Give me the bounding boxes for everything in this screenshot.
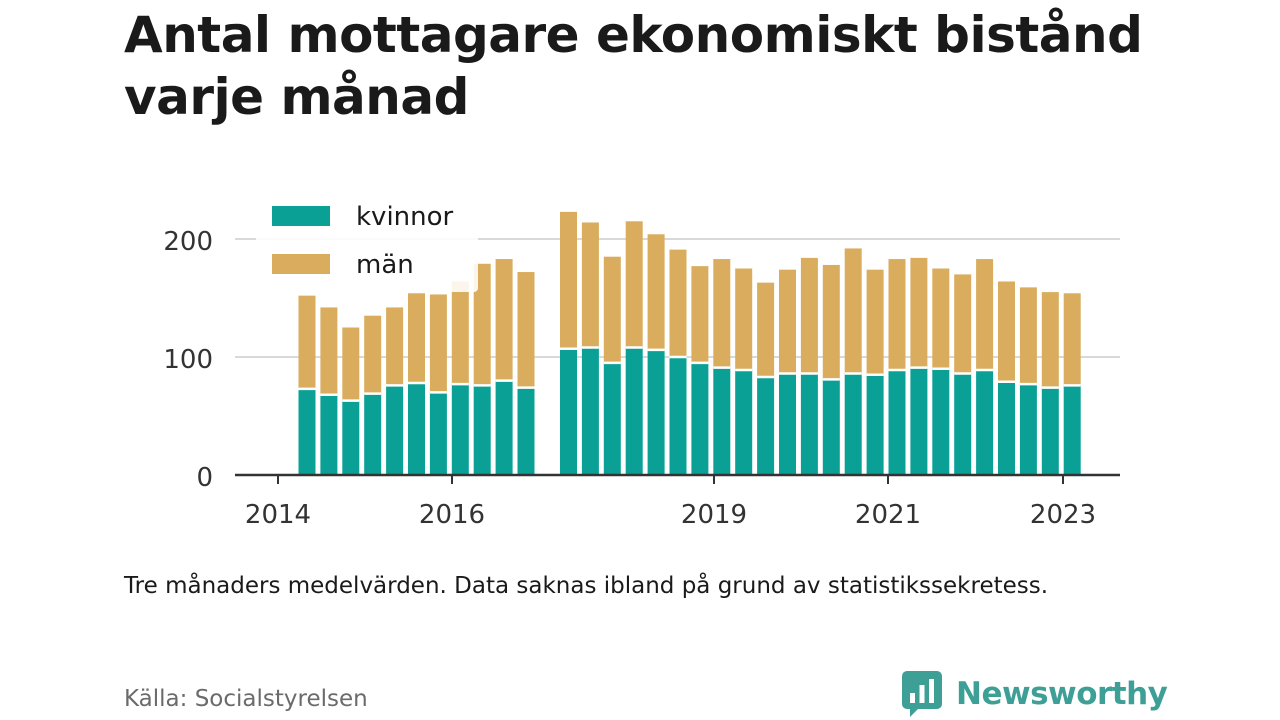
- bar-man: [1041, 292, 1059, 388]
- bar-man: [429, 294, 447, 393]
- bar-kvinnor: [364, 393, 382, 475]
- bar-kvinnor: [451, 384, 469, 475]
- bar-kvinnor: [691, 362, 709, 475]
- x-tick-label: 2014: [245, 500, 311, 530]
- legend-swatch: [272, 254, 330, 274]
- bar-man: [473, 263, 491, 386]
- bar-man: [976, 259, 994, 370]
- bar-man: [495, 259, 513, 381]
- bar-man: [800, 257, 818, 374]
- legend-swatch: [272, 206, 330, 226]
- chart-note: Tre månaders medelvärden. Data saknas ib…: [124, 573, 1049, 599]
- bar-kvinnor: [320, 394, 338, 475]
- chart-title: Antal mottagare ekonomiskt bistånd varje…: [124, 6, 1143, 126]
- x-tick-label: 2016: [419, 500, 485, 530]
- bar-kvinnor: [473, 385, 491, 475]
- brand-name: Newsworthy: [956, 676, 1168, 712]
- bar-man: [364, 315, 382, 394]
- bar-man: [669, 249, 687, 357]
- bar-man: [517, 272, 535, 388]
- legend-label: män: [356, 250, 414, 280]
- bar-man: [1063, 293, 1081, 386]
- bar-man: [560, 211, 577, 349]
- bar-man: [342, 327, 360, 401]
- x-tick-label: 2023: [1030, 500, 1096, 530]
- bar-man: [647, 234, 665, 350]
- bar-man: [298, 295, 316, 389]
- bar-kvinnor: [932, 368, 950, 475]
- bar-kvinnor: [1063, 385, 1081, 475]
- bar-kvinnor: [517, 387, 535, 475]
- bar-kvinnor: [800, 373, 818, 475]
- bar-kvinnor: [429, 392, 447, 475]
- bar-man: [735, 268, 753, 370]
- bar-kvinnor: [910, 367, 928, 475]
- source-text: Källa: Socialstyrelsen: [124, 686, 368, 712]
- bar-kvinnor: [408, 382, 425, 475]
- bar-man: [779, 269, 796, 374]
- bar-kvinnor: [647, 349, 665, 475]
- bar-man: [910, 257, 928, 368]
- bar-kvinnor: [298, 388, 316, 475]
- brand-logo[interactable]: Newsworthy: [902, 670, 1168, 718]
- bar-kvinnor: [386, 385, 404, 475]
- bar-man: [1019, 287, 1037, 385]
- bar-kvinnor: [866, 374, 884, 475]
- bar-man: [866, 269, 884, 375]
- y-tick-label: 100: [163, 345, 213, 375]
- bar-kvinnor: [888, 369, 906, 475]
- x-tick-label: 2019: [681, 500, 747, 530]
- bar-man: [757, 282, 775, 378]
- bar-kvinnor: [998, 381, 1015, 475]
- bar-kvinnor: [342, 400, 360, 475]
- bar-kvinnor: [976, 369, 994, 475]
- bar-man: [713, 259, 731, 368]
- bar-kvinnor: [603, 362, 621, 475]
- bar-man: [386, 307, 404, 386]
- bar-kvinnor: [822, 379, 840, 475]
- bar-kvinnor: [1019, 384, 1037, 475]
- bar-man: [603, 256, 621, 363]
- bar-man: [691, 266, 709, 363]
- bar-kvinnor: [735, 369, 753, 475]
- x-tick-label: 2021: [855, 500, 921, 530]
- bar-man: [408, 293, 425, 383]
- bar-kvinnor: [713, 367, 731, 475]
- newsworthy-logo-icon: [902, 671, 942, 717]
- y-tick-label: 0: [196, 463, 213, 493]
- bar-man: [844, 248, 862, 374]
- stacked-bar-chart: 0 100 200 2014 2016 2019 2021 2023 kvinnor män: [163, 202, 1120, 530]
- bar-man: [625, 221, 643, 348]
- bar-man: [320, 307, 338, 395]
- bar-kvinnor: [669, 357, 687, 475]
- legend-label: kvinnor: [356, 202, 454, 232]
- bar-kvinnor: [625, 347, 643, 475]
- bar-man: [888, 259, 906, 370]
- bar-kvinnor: [757, 377, 775, 475]
- bar-kvinnor: [954, 373, 972, 475]
- bar-man: [954, 274, 972, 374]
- bar-kvinnor: [844, 373, 862, 475]
- bar-kvinnor: [779, 373, 796, 475]
- bar-man: [581, 222, 599, 348]
- y-tick-label: 200: [163, 227, 213, 257]
- bar-man: [998, 281, 1015, 382]
- bar-man: [451, 281, 469, 385]
- bar-kvinnor: [560, 348, 577, 475]
- bar-kvinnor: [495, 380, 513, 475]
- bar-kvinnor: [581, 347, 599, 475]
- bar-man: [932, 268, 950, 369]
- bar-kvinnor: [1041, 387, 1059, 475]
- bar-man: [822, 264, 840, 380]
